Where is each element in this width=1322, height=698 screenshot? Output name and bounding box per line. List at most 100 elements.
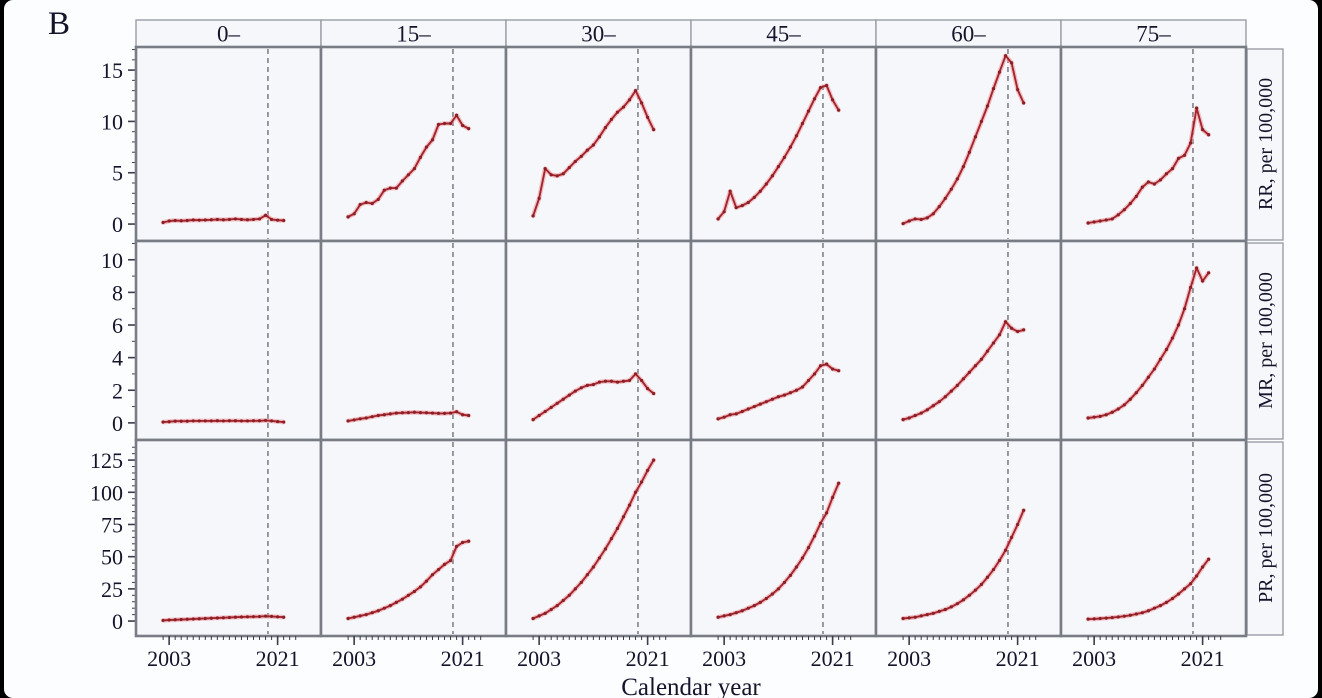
- data-point: [1122, 208, 1126, 212]
- data-point: [639, 101, 644, 105]
- data-point: [1194, 106, 1199, 110]
- data-point: [585, 573, 589, 577]
- data-point: [943, 196, 947, 201]
- y-tick-label: 125: [90, 448, 123, 473]
- data-point: [215, 217, 219, 222]
- data-point: [191, 617, 195, 621]
- data-point: [370, 201, 374, 206]
- data-point: [1134, 612, 1138, 616]
- data-point: [734, 412, 738, 416]
- data-point: [764, 400, 768, 404]
- data-point: [1188, 285, 1193, 290]
- data-point: [1104, 616, 1108, 620]
- data-point: [382, 188, 386, 192]
- y-tick-label: 100: [90, 480, 123, 505]
- data-point: [913, 217, 917, 221]
- col-header-label: 45–: [766, 22, 801, 47]
- data-point: [1122, 614, 1126, 618]
- data-point: [633, 372, 638, 376]
- data-point: [1009, 61, 1014, 65]
- data-point: [376, 609, 380, 613]
- data-point: [1201, 128, 1205, 132]
- col-header-label: 0–: [217, 22, 241, 47]
- panel-border: [1059, 438, 1248, 638]
- data-point: [1207, 271, 1211, 275]
- data-point: [955, 383, 959, 387]
- data-point: [251, 217, 256, 222]
- data-point: [537, 614, 541, 618]
- data-point: [1122, 403, 1126, 407]
- data-point: [346, 419, 350, 423]
- data-point: [251, 419, 256, 423]
- data-point: [621, 515, 626, 519]
- data-point: [227, 217, 232, 222]
- data-point: [454, 113, 459, 117]
- data-point: [937, 400, 941, 404]
- data-point: [746, 200, 750, 205]
- data-point: [812, 97, 817, 101]
- data-point: [597, 135, 602, 139]
- data-point: [997, 558, 1002, 563]
- data-point: [1176, 592, 1181, 596]
- data-point: [424, 579, 429, 583]
- data-point: [831, 98, 835, 102]
- data-point: [955, 602, 959, 606]
- data-point: [627, 98, 632, 102]
- panel-bg: [506, 440, 691, 636]
- data-point: [269, 419, 274, 423]
- data-point: [276, 218, 280, 222]
- data-point: [364, 416, 368, 420]
- data-point: [991, 86, 996, 91]
- data-point: [179, 219, 183, 223]
- data-point: [1182, 587, 1187, 591]
- data-point: [167, 420, 171, 424]
- data-point: [1152, 182, 1157, 186]
- data-point: [448, 558, 453, 563]
- data-point: [1176, 156, 1181, 160]
- col-header-label: 60–: [951, 22, 986, 47]
- y-tick-label: 8: [112, 280, 123, 305]
- x-tick-label: 2021: [1181, 646, 1225, 671]
- data-point: [179, 419, 183, 423]
- data-point: [1158, 178, 1163, 182]
- y-tick-label: 10: [101, 248, 123, 273]
- data-point: [1164, 347, 1169, 352]
- data-point: [585, 148, 589, 152]
- data-point: [555, 604, 559, 608]
- data-point: [1207, 133, 1211, 137]
- data-point: [907, 219, 911, 223]
- data-point: [615, 110, 620, 114]
- data-point: [788, 145, 793, 149]
- data-point: [591, 565, 595, 569]
- data-point: [424, 411, 429, 415]
- data-point: [430, 573, 435, 577]
- data-point: [382, 606, 386, 610]
- data-point: [239, 419, 244, 423]
- data-point: [1104, 218, 1108, 222]
- data-point: [949, 187, 953, 191]
- data-point: [979, 119, 984, 124]
- data-point: [209, 218, 213, 222]
- row-strip-box: [1246, 242, 1284, 440]
- data-point: [818, 521, 823, 525]
- data-point: [276, 419, 280, 424]
- data-point: [1016, 87, 1020, 92]
- data-point: [1128, 201, 1132, 206]
- data-point: [263, 418, 268, 423]
- data-point: [788, 573, 793, 577]
- x-tick-label: 2021: [256, 646, 300, 671]
- data-point: [352, 212, 356, 216]
- data-point: [197, 617, 201, 621]
- data-point: [400, 179, 404, 183]
- data-point: [543, 409, 547, 414]
- y-tick-label: 50: [101, 545, 123, 570]
- data-point: [233, 419, 238, 423]
- data-point: [818, 85, 823, 90]
- data-point: [1182, 307, 1187, 311]
- data-point: [442, 562, 447, 566]
- data-point: [770, 174, 774, 178]
- data-point: [239, 615, 244, 619]
- data-point: [609, 117, 614, 121]
- x-axis-title: Calendar year: [621, 674, 761, 698]
- data-point: [370, 415, 374, 419]
